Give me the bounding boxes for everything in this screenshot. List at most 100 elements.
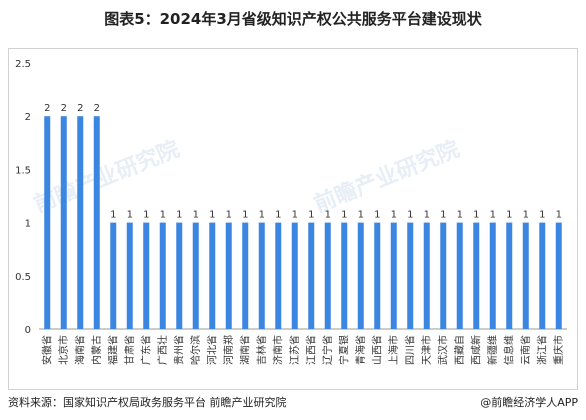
data-label: 1	[127, 210, 133, 221]
x-tick-label: 浙江省	[535, 335, 548, 365]
x-tick-label: 湖南省	[238, 335, 251, 365]
bar	[275, 222, 282, 329]
data-label: 2	[44, 103, 50, 114]
data-label: 1	[259, 210, 265, 221]
bar	[77, 116, 84, 329]
data-label: 1	[424, 210, 430, 221]
bar	[60, 116, 67, 329]
data-label: 1	[374, 210, 380, 221]
bar	[341, 222, 348, 329]
footer: 资料来源：国家知识产权局政务服务平台 前瞻产业研究院 @前瞻经济学人APP	[8, 394, 578, 412]
data-label: 1	[457, 210, 463, 221]
data-label: 1	[440, 210, 446, 221]
bar	[440, 222, 447, 329]
bar	[242, 222, 249, 329]
data-label: 2	[94, 103, 100, 114]
source-note: 资料来源：国家知识产权局政务服务平台 前瞻产业研究院	[8, 396, 287, 409]
bar	[539, 222, 546, 329]
y-tick-label: 1.5	[15, 165, 31, 176]
data-label: 1	[209, 210, 215, 221]
x-tick-label: 西藏自	[453, 335, 466, 365]
data-label: 1	[143, 210, 149, 221]
y-tick-label: 0	[25, 325, 31, 336]
x-tick-label: 福建省	[106, 335, 119, 365]
x-tick-label: 哈尔滨	[189, 335, 202, 365]
x-tick-label: 新疆维	[486, 335, 499, 365]
chart-title: 图表5：2024年3月省级知识产权公共服务平台建设现状	[104, 10, 482, 28]
x-tick-label: 天津市	[420, 335, 433, 365]
bar	[126, 222, 133, 329]
x-tick-label: 广东省	[139, 335, 152, 365]
bar-chart: 0 0.5 1 1.5 2 2.5 2 安徽省 2 北京市 2 海南省 2 内蒙古 1 福建省 1 甘肃省 1 广东省…	[15, 59, 567, 365]
bar	[110, 222, 117, 329]
bar	[473, 222, 480, 329]
data-label: 1	[539, 210, 545, 221]
y-tick-label: 2	[25, 112, 31, 123]
data-label: 1	[325, 210, 331, 221]
data-label: 1	[391, 210, 397, 221]
data-label: 1	[308, 210, 314, 221]
x-tick-label: 济南市	[271, 335, 284, 365]
x-tick-label: 甘肃省	[123, 335, 136, 365]
x-tick-label: 宁夏银	[337, 335, 350, 365]
y-tick-label: 2.5	[15, 59, 31, 70]
bar	[209, 222, 216, 329]
bar	[555, 222, 562, 329]
x-tick-label: 辽宁省	[321, 335, 334, 365]
x-tick-label: 信息维	[502, 335, 515, 365]
x-tick-label: 内蒙古	[90, 335, 103, 365]
bar	[522, 222, 529, 329]
data-label: 1	[490, 210, 496, 221]
bar	[258, 222, 265, 329]
bar	[456, 222, 463, 329]
x-tick-label: 贵州省	[172, 335, 185, 365]
x-tick-label: 重庆市	[552, 335, 565, 365]
bar	[143, 222, 150, 329]
x-tick-label: 河南郑	[222, 335, 235, 365]
y-tick-label: 0.5	[15, 272, 31, 283]
bar	[192, 222, 199, 329]
bar	[291, 222, 298, 329]
x-tick-label: 武汉市	[436, 335, 449, 365]
x-tick-label: 江西省	[304, 335, 317, 365]
bar	[44, 116, 51, 329]
x-tick-label: 吉林省	[255, 335, 268, 365]
data-label: 1	[407, 210, 413, 221]
data-label: 1	[506, 210, 512, 221]
y-tick-label: 1	[25, 219, 31, 230]
x-tick-label: 海南省	[73, 335, 86, 365]
data-label: 1	[193, 210, 199, 221]
bar	[407, 222, 414, 329]
data-label: 2	[77, 103, 83, 114]
bar	[93, 116, 100, 329]
x-tick-label: 河北省	[205, 335, 218, 365]
data-label: 2	[61, 103, 67, 114]
data-label: 1	[226, 210, 232, 221]
data-label: 1	[275, 210, 281, 221]
bar	[423, 222, 430, 329]
x-tick-label: 山西省	[370, 335, 383, 365]
bar	[390, 222, 397, 329]
data-label: 1	[110, 210, 116, 221]
chart-frame: 前瞻产业研究院 前瞻产业研究院 0 0.5 1 1.5 2 2.5 2 安徽省 2 北京市 2 海南省…	[8, 48, 578, 390]
data-label: 1	[523, 210, 529, 221]
bar	[159, 222, 166, 329]
data-label: 1	[176, 210, 182, 221]
data-label: 1	[160, 210, 166, 221]
bar	[357, 222, 364, 329]
x-tick-label: 北京市	[57, 335, 70, 365]
x-tick-label: 安徽省	[40, 335, 53, 365]
data-label: 1	[473, 210, 479, 221]
bar	[176, 222, 183, 329]
x-tick-label: 四川省	[403, 335, 416, 365]
x-tick-label: 上海市	[387, 335, 400, 365]
x-tick-label: 西咸新	[469, 335, 482, 365]
data-label: 1	[556, 210, 562, 221]
x-tick-label: 云南省	[519, 335, 532, 365]
bar	[374, 222, 381, 329]
x-tick-label: 广西壮	[157, 335, 169, 365]
bar	[308, 222, 315, 329]
x-tick-label: 青海省	[354, 335, 367, 365]
bar	[489, 222, 496, 329]
x-tick-label: 江苏省	[288, 335, 301, 365]
